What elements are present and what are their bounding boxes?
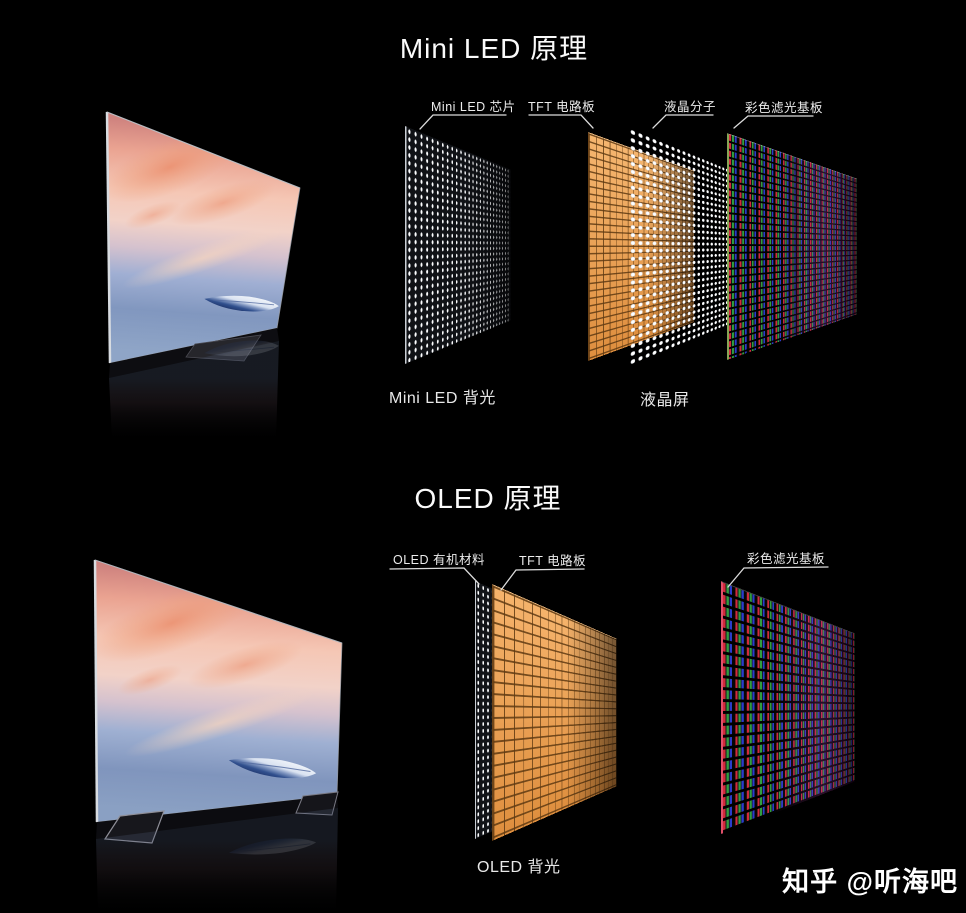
cloud [124, 201, 182, 229]
cloud [170, 180, 276, 226]
leader-oled-material [389, 567, 480, 585]
label-tft-board-bottom: TFT 电路板 [519, 554, 587, 568]
cloud [117, 664, 183, 696]
tv-reflection [96, 808, 338, 913]
zhihu-watermark: 知乎 @听海吧 [782, 867, 958, 897]
leader-color-filter-bottom [727, 566, 829, 588]
leader-tft-bottom [500, 568, 585, 591]
label-color-filter-bottom: 彩色滤光基板 [747, 552, 826, 566]
cloud [95, 583, 253, 663]
label-liquid-crystal: 液晶分子 [664, 100, 717, 114]
caption-oled-backlight: OLED 背光 [477, 859, 561, 876]
tv-screen-image [95, 560, 342, 822]
color-filter-panel-bottom [721, 581, 855, 834]
caption-mini-led-backlight: Mini LED 背光 [389, 390, 496, 407]
tft-board-panel-bottom [492, 584, 617, 841]
mini-led-title: Mini LED 原理 [399, 33, 589, 64]
cloud [187, 641, 303, 689]
tv-oled [93, 559, 343, 913]
label-mini-led-chip: Mini LED 芯片 [431, 100, 516, 114]
leader-color-filter-top [733, 115, 814, 129]
horizon-glow [122, 227, 284, 289]
leader-liquid-crystal [652, 114, 714, 129]
tv-screen-image [107, 112, 300, 363]
boat [228, 758, 317, 779]
panel-shade [728, 134, 857, 360]
tv-frame-edge [93, 559, 99, 823]
panel-shade [493, 585, 617, 841]
caption-lcd-screen: 液晶屏 [640, 392, 690, 409]
liquid-crystal-panel [629, 127, 734, 367]
label-tft-board-top: TFT 电路板 [528, 100, 596, 114]
horizon-glow [124, 689, 316, 757]
boat [204, 295, 279, 312]
oled-title: OLED 原理 [414, 483, 562, 514]
tv-frame-edge [105, 111, 112, 364]
panel-shade [406, 126, 511, 364]
leader-tft-top [528, 114, 594, 129]
mini-led-chip-panel [405, 126, 511, 364]
tv-mini-led [105, 111, 301, 440]
tv-frame-edge [106, 111, 301, 189]
panel-shade [722, 582, 855, 834]
label-oled-material: OLED 有机材料 [393, 553, 486, 567]
tv-reflection [109, 341, 279, 440]
tv-frame-edge [94, 559, 343, 644]
color-filter-panel-top [727, 133, 857, 360]
leader-mini-led-chip [419, 114, 507, 130]
label-color-filter-top: 彩色滤光基板 [745, 101, 824, 115]
